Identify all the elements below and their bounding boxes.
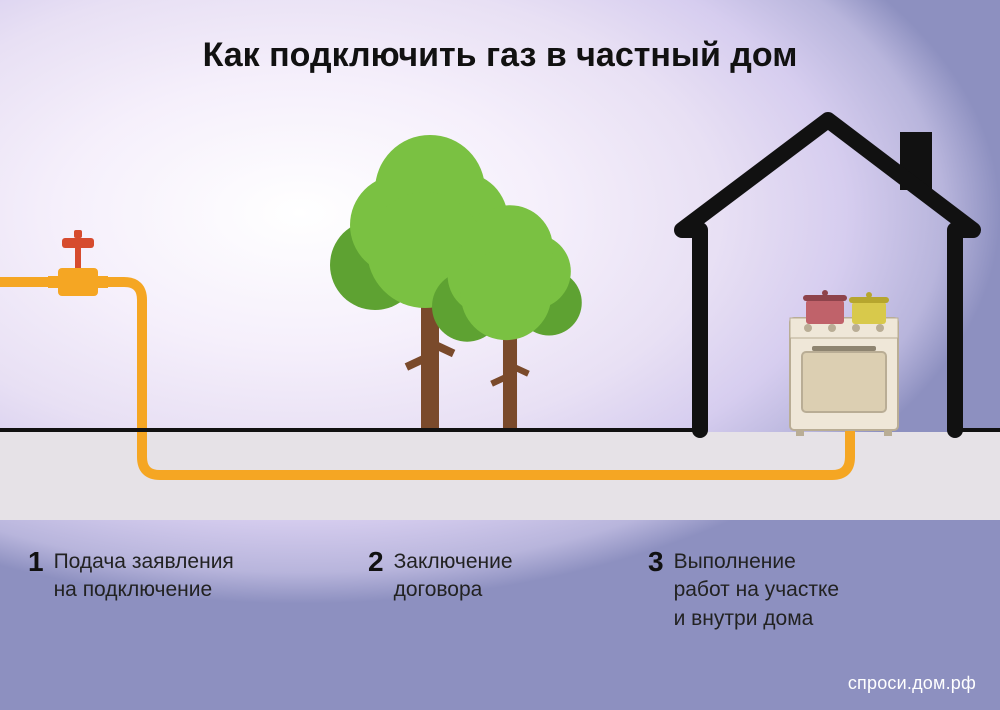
step-2: 2 Заключение договора	[368, 548, 588, 633]
infographic-canvas: Как подключить газ в частный дом 1Подача…	[0, 0, 1000, 710]
step-number: 2	[368, 548, 384, 576]
step-3: 3 Выполнение работ на участке и внутри до…	[648, 548, 948, 633]
watermark: спроси.дом.рф	[848, 673, 976, 694]
step-number: 1	[28, 548, 44, 576]
pot-1	[803, 290, 847, 324]
step-text: Заключение договора	[394, 548, 513, 605]
valve-icon	[48, 230, 108, 296]
trees-group	[330, 135, 582, 430]
steps-row: 1 Подача заявления на подключение 2 Заключе…	[28, 548, 948, 633]
step-1: 1 Подача заявления на подключение	[28, 548, 308, 633]
pot-2	[849, 292, 889, 324]
stove-icon	[790, 290, 898, 436]
step-text: Выполнение работ на участке и внутри дом…	[674, 548, 840, 633]
step-text: Подача заявления на подключение	[54, 548, 234, 605]
step-number: 3	[648, 548, 664, 576]
